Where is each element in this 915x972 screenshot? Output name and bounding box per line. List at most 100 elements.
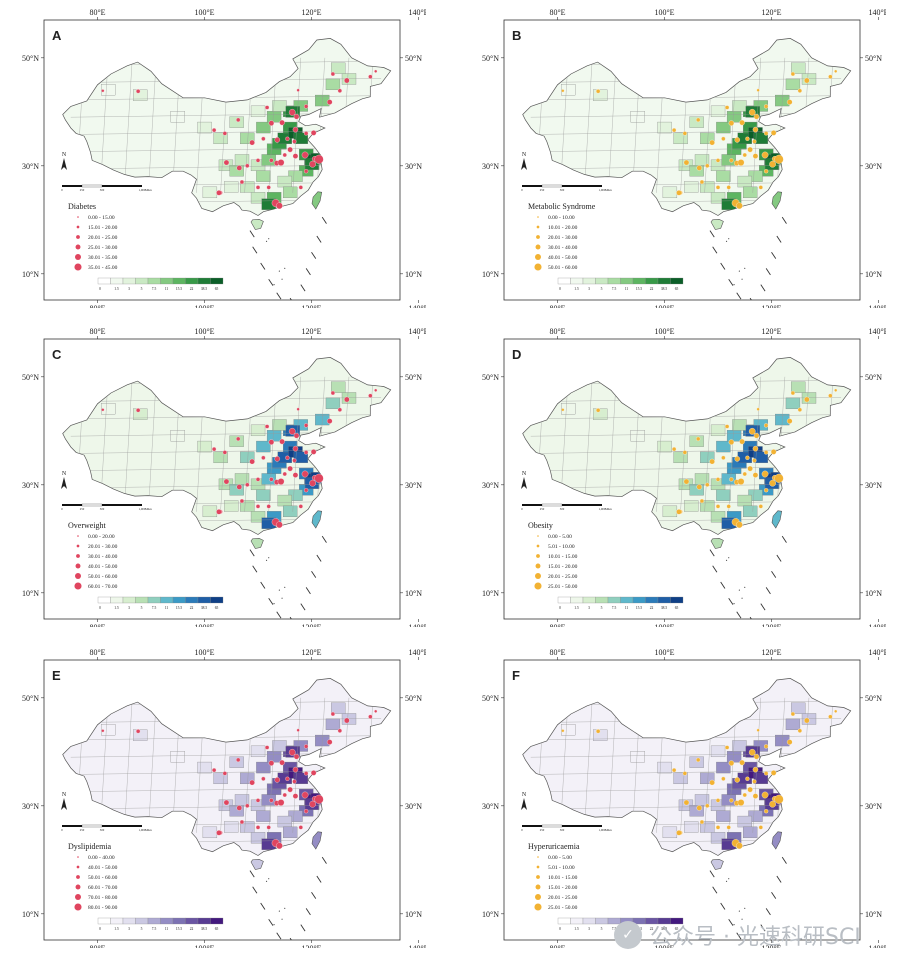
region-cell [261, 473, 276, 485]
wechat-icon: ✓ [614, 921, 642, 949]
prevalence-marker [255, 185, 261, 190]
lat-label-left: 10°N [482, 589, 499, 598]
lon-label-bottom: 100°E [194, 944, 214, 948]
lat-label-right: 50°N [405, 694, 422, 703]
lat-label-left: 10°N [22, 589, 39, 598]
region-cell [710, 424, 726, 437]
prevalence-markers [561, 709, 838, 850]
prevalence-marker [705, 163, 710, 168]
colorbar-tick: 1.5 [574, 606, 579, 610]
watermark: ✓ 公众号 · 光速科研SCI [614, 918, 904, 952]
prevalence-marker [737, 478, 745, 485]
legend-marker [75, 244, 81, 250]
prevalence-marker [136, 89, 141, 94]
legend-label: 20.01 - 25.00 [88, 235, 118, 241]
region-cell [293, 451, 308, 464]
prevalence-marker [292, 458, 297, 463]
nine-dash-segment [289, 937, 292, 940]
taiwan-island [311, 510, 323, 529]
nine-dash-segment [749, 937, 752, 940]
prevalence-marker [696, 436, 701, 442]
region-cell [657, 440, 672, 453]
scale-bar-segment [81, 503, 103, 507]
island-dot [725, 880, 728, 882]
lon-label-top: 100°E [654, 648, 674, 657]
legend-label: 0.00 - 20.00 [88, 534, 115, 540]
nine-dash-segment [300, 603, 306, 611]
colorbar-tick: 65 [675, 287, 679, 291]
island-dot [744, 267, 746, 269]
prevalence-marker [671, 768, 677, 773]
prevalence-marker [264, 745, 270, 750]
lat-label-right: 30°N [405, 481, 422, 490]
legend-marker [536, 225, 540, 229]
prevalence-marker [728, 120, 735, 126]
scale-unit-label: Miles [145, 828, 153, 832]
legend-label: 50.01 - 60.00 [88, 574, 118, 580]
prevalence-marker [239, 819, 245, 825]
lon-label-top: 80°E [549, 648, 565, 657]
scale-tick-label: 0 [61, 828, 63, 832]
region-cell [240, 181, 255, 193]
region-cell [202, 505, 218, 518]
prevalence-marker [682, 450, 687, 455]
prevalence-marker [726, 825, 731, 830]
legend-label: 60.01 - 70.00 [88, 584, 118, 590]
prevalence-marker [561, 89, 565, 93]
legend-marker [537, 535, 539, 537]
prevalence-marker [255, 477, 261, 482]
prevalence-marker [715, 158, 721, 163]
prevalence-marker [734, 456, 741, 462]
prevalence-marker [834, 709, 838, 713]
legend-marker [537, 216, 539, 218]
prevalence-marker [705, 482, 710, 487]
scale-tick-label: 500 [560, 828, 565, 832]
colorbar-tick: 0 [559, 606, 561, 610]
prevalence-marker [790, 390, 796, 396]
nine-dash-segment [720, 262, 726, 270]
colorbar-swatch [110, 277, 124, 285]
region-cell [282, 505, 298, 518]
lon-label-bottom: 80°E [89, 623, 105, 627]
lon-label-bottom: 140°E [868, 304, 886, 308]
prevalence-marker [752, 126, 759, 133]
region-cell [742, 505, 758, 518]
china-map [522, 678, 852, 940]
lat-label-left: 30°N [482, 162, 499, 171]
scale-tick-label: 250 [80, 507, 85, 511]
lat-label-right: 30°N [865, 802, 882, 811]
legend-marker [74, 903, 82, 911]
boundary-line [584, 57, 593, 193]
prevalence-marker [337, 88, 343, 93]
prevalence-marker [288, 108, 296, 116]
lon-label-bottom: 80°E [549, 304, 565, 308]
island-dot [273, 603, 275, 605]
region-cell [282, 186, 298, 199]
colorbar-swatch [135, 277, 149, 285]
colorbar-swatch [185, 277, 199, 285]
legend-label: 35.01 - 45.00 [88, 265, 118, 271]
legend-marker [76, 875, 80, 879]
prevalence-marker [268, 120, 275, 126]
region-cell [673, 451, 688, 464]
prevalence-marker [236, 117, 241, 123]
prevalence-marker [222, 450, 227, 455]
island-dot [281, 918, 283, 920]
prevalence-marker [374, 69, 378, 73]
prevalence-marker [269, 798, 274, 803]
colorbar-swatch [122, 917, 136, 925]
scale-tick-label: 500 [100, 188, 105, 192]
colorbar-tick: 3 [588, 287, 590, 291]
nine-dash-segment [781, 856, 787, 864]
lat-label-left: 50°N [482, 694, 499, 703]
nine-dash-segment [736, 932, 742, 940]
prevalence-marker [287, 465, 293, 472]
colorbar-swatch [160, 277, 174, 285]
prevalence-marker [279, 438, 285, 445]
region-cell [700, 772, 715, 785]
prevalence-marker [705, 803, 710, 808]
lon-label-bottom: 100°E [194, 623, 214, 627]
colorbar-tick: 5 [141, 287, 143, 291]
region-cell [716, 810, 731, 822]
legend-marker [536, 865, 540, 869]
